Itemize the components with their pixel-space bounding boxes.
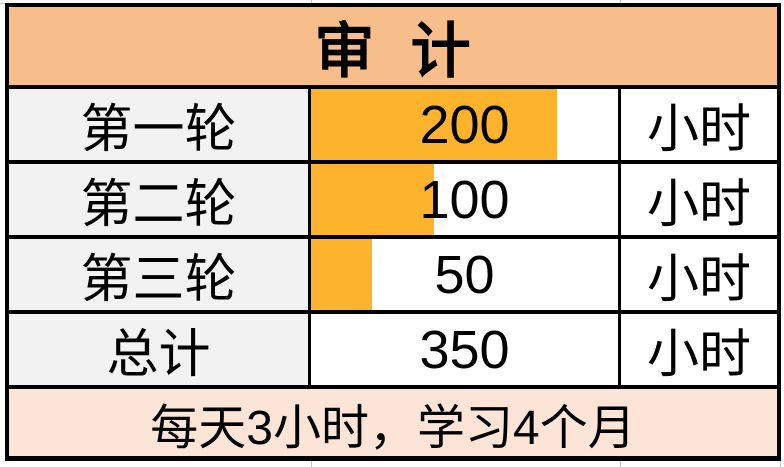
row-label: 第一轮 bbox=[80, 101, 237, 159]
sheet-gridline bbox=[0, 3, 5, 4]
row-value-cell[interactable]: 50 bbox=[311, 239, 618, 310]
audit-table: 审 计 第一轮 200 小时 第二轮 100 小时 第三轮 50 bbox=[5, 3, 781, 461]
row-value: 100 bbox=[419, 169, 510, 230]
table-title-cell[interactable]: 审 计 bbox=[9, 7, 777, 85]
data-bar bbox=[311, 239, 373, 310]
row-value-cell[interactable]: 200 bbox=[311, 89, 618, 160]
data-bar bbox=[311, 164, 434, 235]
data-bar bbox=[311, 89, 557, 160]
row-label-cell[interactable]: 第二轮 bbox=[9, 164, 308, 235]
sheet-gridline bbox=[780, 461, 781, 467]
sheet-gridline bbox=[311, 461, 312, 467]
sheet-gridline bbox=[620, 0, 621, 3]
total-unit-cell[interactable]: 小时 bbox=[621, 314, 777, 385]
total-value-cell[interactable]: 350 bbox=[311, 314, 618, 385]
row-label-cell[interactable]: 第三轮 bbox=[9, 239, 308, 310]
row-unit: 小时 bbox=[646, 251, 751, 309]
row-unit: 小时 bbox=[646, 101, 751, 159]
row-label: 总计 bbox=[106, 326, 211, 384]
row-value: 350 bbox=[419, 319, 510, 380]
row-unit: 小时 bbox=[646, 326, 751, 384]
table-title: 审 计 bbox=[314, 17, 472, 85]
row-unit-cell[interactable]: 小时 bbox=[621, 164, 777, 235]
total-label-cell[interactable]: 总计 bbox=[9, 314, 308, 385]
table-note: 每天3小时，学习4个月 bbox=[150, 401, 636, 455]
row-unit: 小时 bbox=[646, 176, 751, 234]
row-value: 200 bbox=[419, 94, 510, 155]
row-label: 第二轮 bbox=[80, 176, 237, 234]
row-value: 50 bbox=[434, 244, 495, 305]
table-note-cell[interactable]: 每天3小时，学习4个月 bbox=[9, 389, 777, 456]
row-unit-cell[interactable]: 小时 bbox=[621, 239, 777, 310]
row-value-cell[interactable]: 100 bbox=[311, 164, 618, 235]
sheet-gridline bbox=[620, 461, 621, 467]
row-unit-cell[interactable]: 小时 bbox=[621, 89, 777, 160]
row-label: 第三轮 bbox=[80, 251, 237, 309]
row-label-cell[interactable]: 第一轮 bbox=[9, 89, 308, 160]
sheet-gridline bbox=[311, 0, 312, 3]
